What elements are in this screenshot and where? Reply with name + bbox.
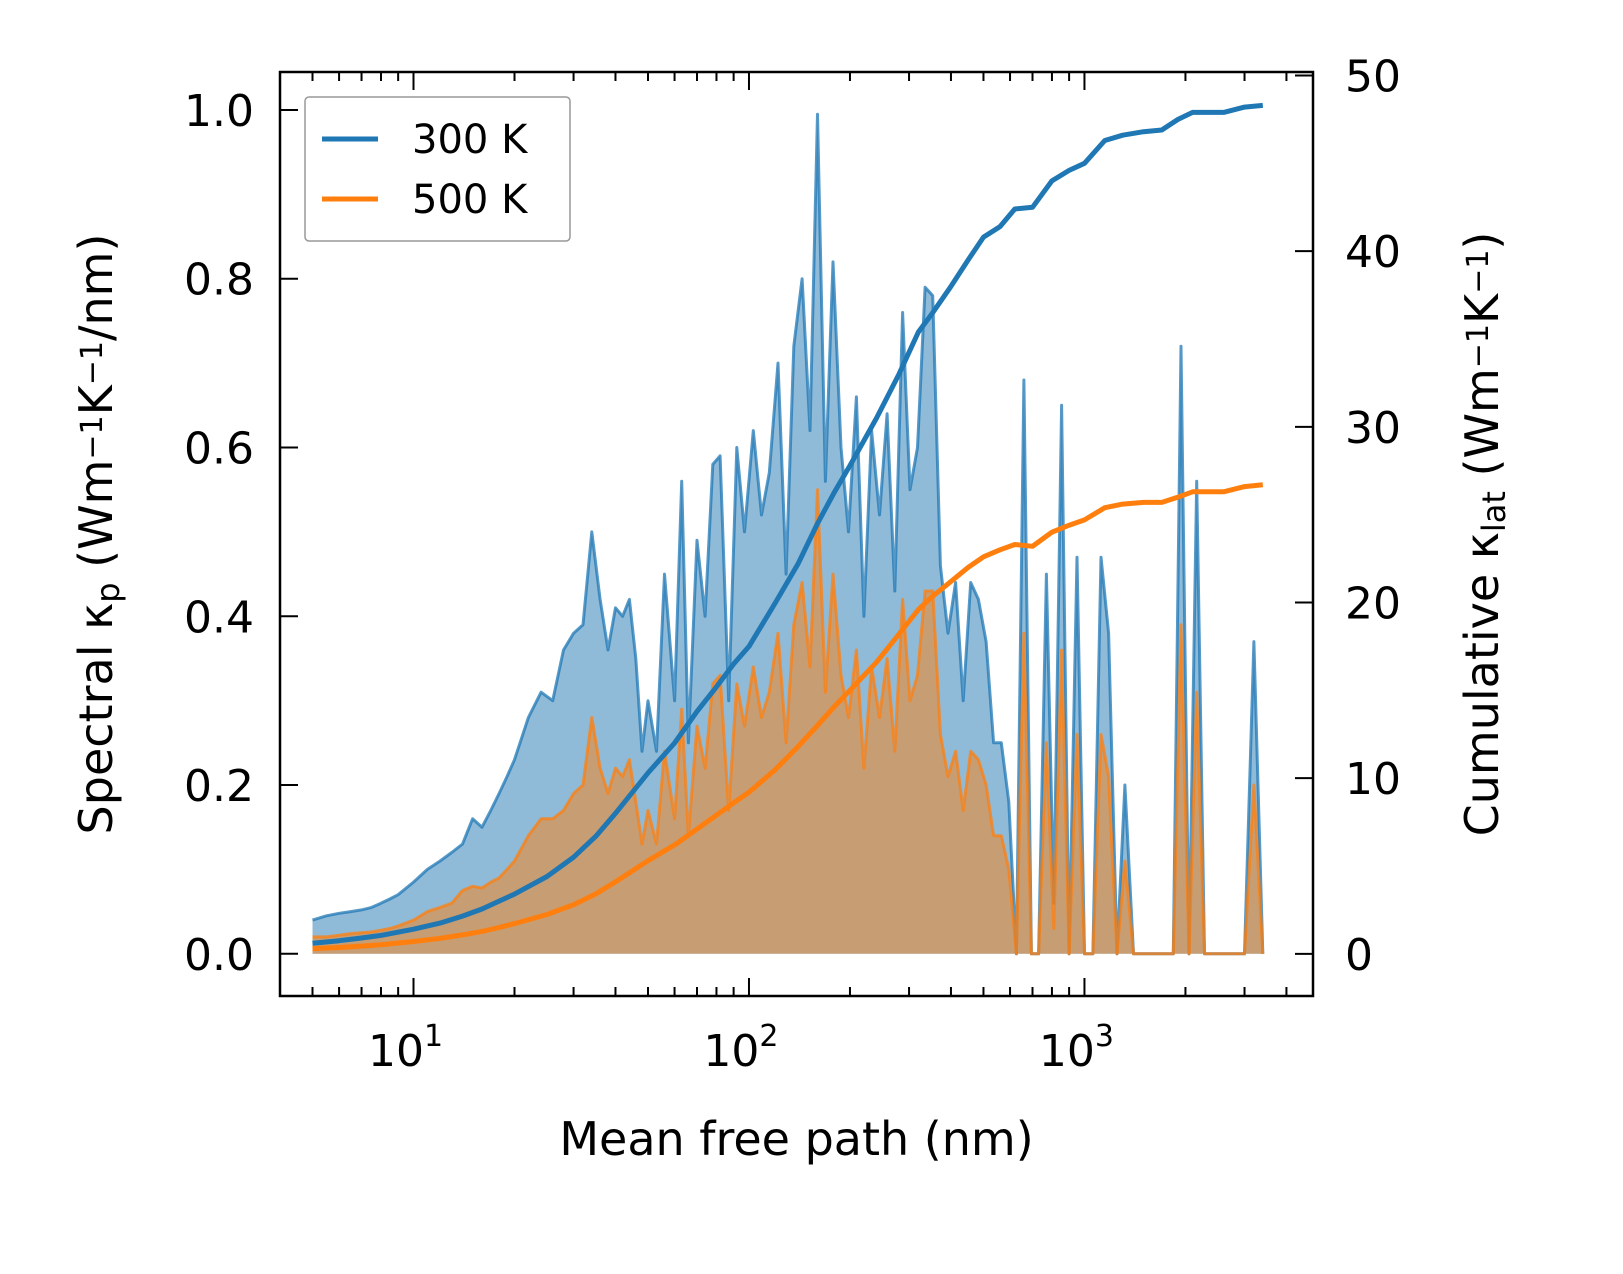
legend-box [304,96,571,242]
left-y-title-prefix: Spectral κ [69,603,123,835]
right-y-tick-label: 0 [1345,930,1373,981]
legend-label-500k: 500 K [412,177,529,223]
left-y-tick-label: 1.0 [184,86,254,137]
left-y-axis-title: Spectral κp (Wm−1K−1/nm) [69,234,127,835]
right-y-axis-title: Cumulative κlat (Wm−1K−1) [1455,232,1513,837]
left-y-tick-label: 0.4 [184,592,254,643]
x-tick-exponent: 1 [424,1019,443,1054]
500-k-spectral-outline [312,488,1265,956]
left-y-tick-label: 0.2 [184,761,254,812]
left-y-title-sub: p [89,582,127,602]
x-tick-exponent: 2 [759,1019,778,1054]
right-y-title-units-prefix: (Wm [1455,368,1509,491]
x-tick-label: 102 [703,1019,778,1077]
x-tick-base: 10 [368,1026,424,1077]
x-tick-label: 101 [368,1019,443,1077]
left-y-title-sup2: −1 [75,341,110,385]
right-y-title-mid: K [1455,292,1509,324]
right-y-tick-label: 30 [1345,403,1401,454]
right-y-title-prefix: Cumulative κ [1455,532,1509,836]
left-y-tick-label: 0.6 [184,424,254,475]
cumulative-line-layer [312,102,1264,952]
right-y-title-sup2: −1 [1461,250,1496,294]
right-y-tick-label: 20 [1345,579,1401,630]
left-y-title-suffix: /nm) [69,234,123,341]
right-y-tick-label: 50 [1345,52,1401,103]
right-y-title-sub: lat [1475,491,1513,532]
right-y-title-suffix: ) [1455,232,1509,250]
x-tick-exponent: 3 [1095,1019,1114,1054]
x-tick-label: 103 [1039,1019,1114,1077]
left-y-tick-label: 0.8 [184,255,254,306]
x-tick-base: 10 [703,1026,759,1077]
plot-frame [278,70,1315,998]
legend-label-300k: 300 K [412,117,529,163]
spectral-fill-layer [312,112,1265,956]
x-tick-base: 10 [1039,1026,1095,1077]
left-y-title-sup1: −1 [75,415,110,459]
left-y-tick-label: 0.0 [184,930,254,981]
300-k-spectral-outline [312,112,1265,956]
right-y-tick-label: 10 [1345,754,1401,805]
legend: 300 K 500 K [304,96,571,242]
500-k-cumulative-line [312,482,1264,952]
left-y-title-units-prefix: (Wm [69,460,123,583]
x-axis-title: Mean free path (nm) [559,1112,1033,1166]
right-y-title-sup1: −1 [1461,324,1496,368]
left-y-title-mid: K [69,383,123,415]
300-k-cumulative-line [312,102,1264,946]
right-y-tick-label: 40 [1345,227,1401,278]
